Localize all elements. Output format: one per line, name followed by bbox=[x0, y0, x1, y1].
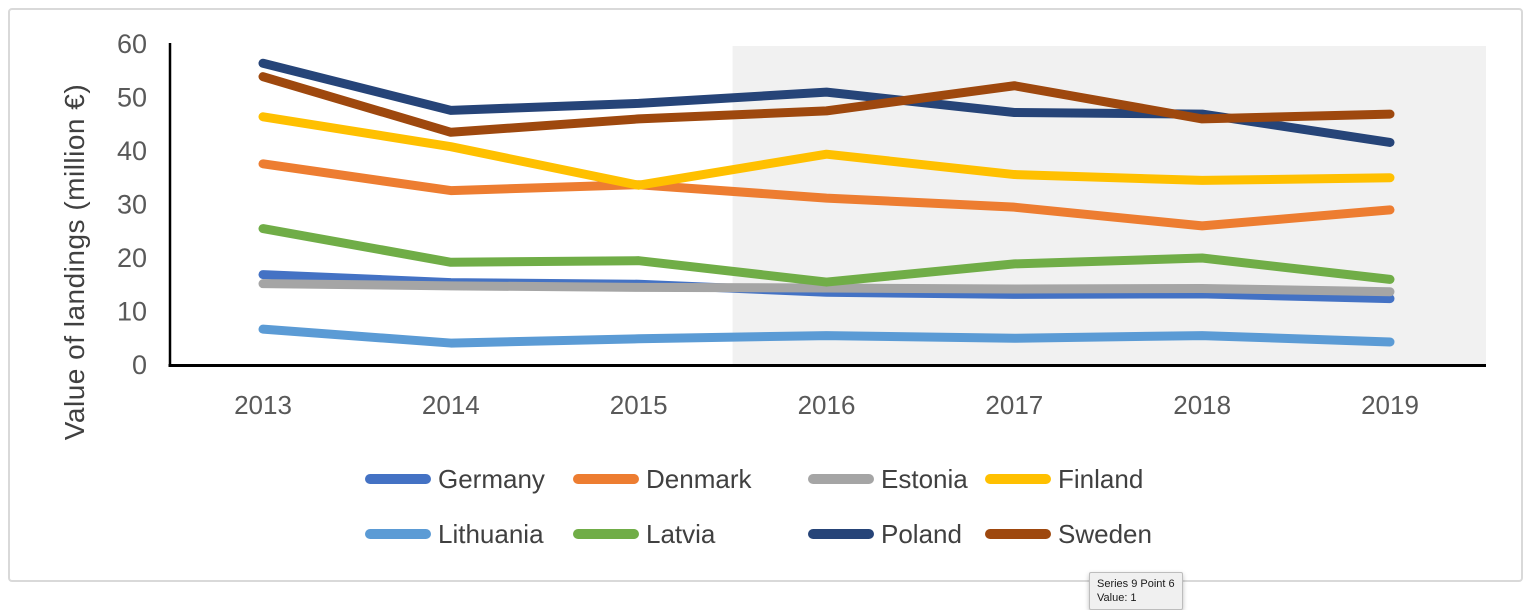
legend-label: Poland bbox=[881, 518, 962, 549]
x-tick-label: 2013 bbox=[234, 390, 292, 420]
series-line-finland[interactable] bbox=[258, 112, 1395, 190]
y-tick-label: 60 bbox=[117, 29, 147, 59]
legend-item-finland[interactable]: Finland bbox=[985, 464, 1143, 494]
legend-label: Lithuania bbox=[438, 518, 544, 549]
series-line-denmark[interactable] bbox=[258, 159, 1395, 231]
series-line-latvia[interactable] bbox=[258, 224, 1395, 287]
x-tick-label: 2019 bbox=[1361, 390, 1419, 420]
legend-item-sweden[interactable]: Sweden bbox=[985, 519, 1152, 549]
x-tick-label: 2018 bbox=[1173, 390, 1231, 420]
series-line-poland[interactable] bbox=[258, 58, 1395, 147]
legend-item-poland[interactable]: Poland bbox=[808, 519, 962, 549]
y-tick-label: 0 bbox=[132, 350, 147, 380]
legend-item-germany[interactable]: Germany bbox=[365, 464, 545, 494]
legend-swatch-lithuania bbox=[365, 529, 431, 539]
legend-item-denmark[interactable]: Denmark bbox=[573, 464, 751, 494]
y-tick-label: 20 bbox=[117, 243, 147, 273]
series-line-estonia[interactable] bbox=[258, 279, 1395, 297]
legend-label: Finland bbox=[1058, 463, 1144, 494]
series-line-lithuania[interactable] bbox=[258, 324, 1395, 348]
legend-swatch-estonia bbox=[808, 474, 874, 484]
y-tick-label: 40 bbox=[117, 136, 147, 166]
legend-swatch-germany bbox=[365, 474, 431, 484]
legend-label: Denmark bbox=[646, 463, 752, 494]
legend-swatch-poland bbox=[808, 529, 874, 539]
legend-swatch-finland bbox=[985, 474, 1051, 484]
legend-label: Latvia bbox=[646, 518, 716, 549]
legend-swatch-sweden bbox=[985, 529, 1051, 539]
y-tick-label: 50 bbox=[117, 83, 147, 113]
legend-swatch-denmark bbox=[573, 474, 639, 484]
x-tick-label: 2017 bbox=[985, 390, 1043, 420]
legend-label: Estonia bbox=[881, 463, 968, 494]
tooltip-series-point-line: Series 9 Point 6 bbox=[1097, 578, 1175, 590]
y-tick-label: 30 bbox=[117, 190, 147, 220]
y-axis-title: Value of landings (million €) bbox=[59, 83, 90, 441]
legend-swatch-latvia bbox=[573, 529, 639, 539]
legend-label: Germany bbox=[438, 463, 545, 494]
series-line-sweden[interactable] bbox=[258, 72, 1395, 137]
chart-tooltip: Series 9 Point 6 Value: 1 bbox=[1089, 572, 1183, 610]
x-tick-label: 2015 bbox=[610, 390, 668, 420]
legend-item-estonia[interactable]: Estonia bbox=[808, 464, 968, 494]
x-tick-label: 2014 bbox=[422, 390, 480, 420]
legend-label: Sweden bbox=[1058, 518, 1152, 549]
tooltip-value-line: Value: 1 bbox=[1097, 592, 1137, 604]
x-tick-label: 2016 bbox=[798, 390, 856, 420]
y-tick-label: 10 bbox=[117, 297, 147, 327]
legend-item-latvia[interactable]: Latvia bbox=[573, 519, 715, 549]
legend-item-lithuania[interactable]: Lithuania bbox=[365, 519, 544, 549]
